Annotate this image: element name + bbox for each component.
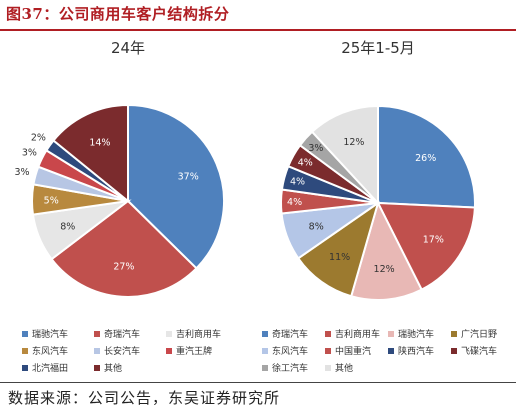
- slice-label: 12%: [343, 137, 364, 148]
- legend-swatch: [22, 331, 28, 337]
- legend-label: 瑞驰汽车: [32, 328, 68, 340]
- legend-item: 长安汽车: [94, 345, 140, 357]
- slice-label: 3%: [308, 143, 323, 154]
- legend-item: 飞碟汽车: [451, 345, 497, 357]
- legend-swatch: [94, 348, 100, 354]
- slice-label: 14%: [89, 138, 110, 149]
- legend-swatch: [94, 365, 100, 371]
- legend-swatch: [325, 331, 331, 337]
- legend-swatch: [388, 331, 394, 337]
- pie-slice: [349, 200, 423, 301]
- legend-item: 东风汽车: [22, 345, 68, 357]
- legend-swatch: [451, 331, 457, 337]
- chart-title: 25年1-5月: [341, 39, 415, 57]
- legend-swatch: [22, 348, 28, 354]
- legend-item: 其他: [325, 362, 353, 374]
- legend-label: 徐工汽车: [272, 362, 308, 374]
- legend-label: 奇瑞汽车: [104, 328, 140, 340]
- legend-swatch: [262, 348, 268, 354]
- legend-item: 中国重汽: [325, 345, 371, 357]
- slice-label: 11%: [329, 252, 350, 263]
- legend-label: 东风汽车: [32, 345, 68, 357]
- legend-label: 东风汽车: [272, 345, 308, 357]
- legend-item: 东风汽车: [262, 345, 308, 357]
- pie-slice: [127, 103, 225, 270]
- slice-label: 8%: [60, 222, 75, 233]
- legend-item: 瑞驰汽车: [388, 328, 434, 340]
- title-divider: [0, 29, 516, 31]
- legend-label: 吉利商用车: [176, 328, 221, 340]
- slice-label: 3%: [14, 167, 29, 178]
- legend-item: 陕西汽车: [388, 345, 434, 357]
- legend-item: 吉利商用车: [325, 328, 380, 340]
- legend-item: 奇瑞汽车: [94, 328, 140, 340]
- legend-item: 徐工汽车: [262, 362, 308, 374]
- legend-label: 陕西汽车: [398, 345, 434, 357]
- legend-swatch: [22, 365, 28, 371]
- legend-item: 瑞驰汽车: [22, 328, 68, 340]
- legend-swatch: [166, 348, 172, 354]
- legend-label: 中国重汽: [335, 345, 371, 357]
- legend-swatch: [325, 348, 331, 354]
- legend-swatch: [388, 348, 394, 354]
- legend-label: 飞碟汽车: [461, 345, 497, 357]
- legend-label: 瑞驰汽车: [398, 328, 434, 340]
- legend-label: 其他: [104, 362, 122, 374]
- source-note: 数据来源：公司公告，东吴证券研究所: [8, 389, 281, 407]
- legend-item: 北汽福田: [22, 362, 68, 374]
- figure-title: 图37：公司商用车客户结构拆分: [6, 5, 230, 23]
- legend-label: 奇瑞汽车: [272, 328, 308, 340]
- pie-slice: [296, 200, 380, 298]
- slice-label: 17%: [423, 234, 444, 245]
- slice-label: 26%: [415, 153, 436, 164]
- legend-swatch: [166, 331, 172, 337]
- legend-label: 其他: [335, 362, 353, 374]
- slice-label: 37%: [178, 171, 199, 182]
- slice-label: 2%: [31, 133, 46, 144]
- pie-slice: [310, 104, 379, 206]
- legend-label: 广汽日野: [461, 328, 497, 340]
- pie-slice: [376, 201, 476, 291]
- slice-label: 3%: [22, 148, 37, 159]
- slice-label: 4%: [287, 197, 302, 208]
- legend-label: 重汽王牌: [176, 345, 212, 357]
- pie-chart-2: 25年1-5月 26% 17% 12% 11% 8% 4% 4% 4% 3% 12% 奇瑞汽车 吉利商用…: [262, 39, 497, 374]
- pie-slice: [52, 103, 129, 204]
- legend-item: 其他: [94, 362, 122, 374]
- legend-item: 吉利商用车: [166, 328, 221, 340]
- chart-title: 24年: [111, 39, 145, 57]
- slice-label: 5%: [44, 195, 59, 206]
- legend-label: 北汽福田: [32, 362, 68, 374]
- source-divider: [0, 382, 516, 383]
- legend-item: 奇瑞汽车: [262, 328, 308, 340]
- pie-slice: [50, 199, 198, 298]
- legend-item: 广汽日野: [451, 328, 497, 340]
- legend-label: 长安汽车: [104, 345, 140, 357]
- legend-item: 重汽王牌: [166, 345, 212, 357]
- legend-swatch: [325, 365, 331, 371]
- legend-swatch: [262, 331, 268, 337]
- legend-swatch: [451, 348, 457, 354]
- legend-label: 吉利商用车: [335, 328, 380, 340]
- slice-label: 12%: [374, 264, 395, 275]
- slice-label: 8%: [309, 222, 324, 233]
- legend-swatch: [262, 365, 268, 371]
- legend-swatch: [94, 331, 100, 337]
- slice-label: 4%: [298, 158, 313, 169]
- pie-slice: [377, 104, 476, 209]
- slice-label: 4%: [290, 177, 305, 188]
- slice-label: 27%: [113, 262, 134, 273]
